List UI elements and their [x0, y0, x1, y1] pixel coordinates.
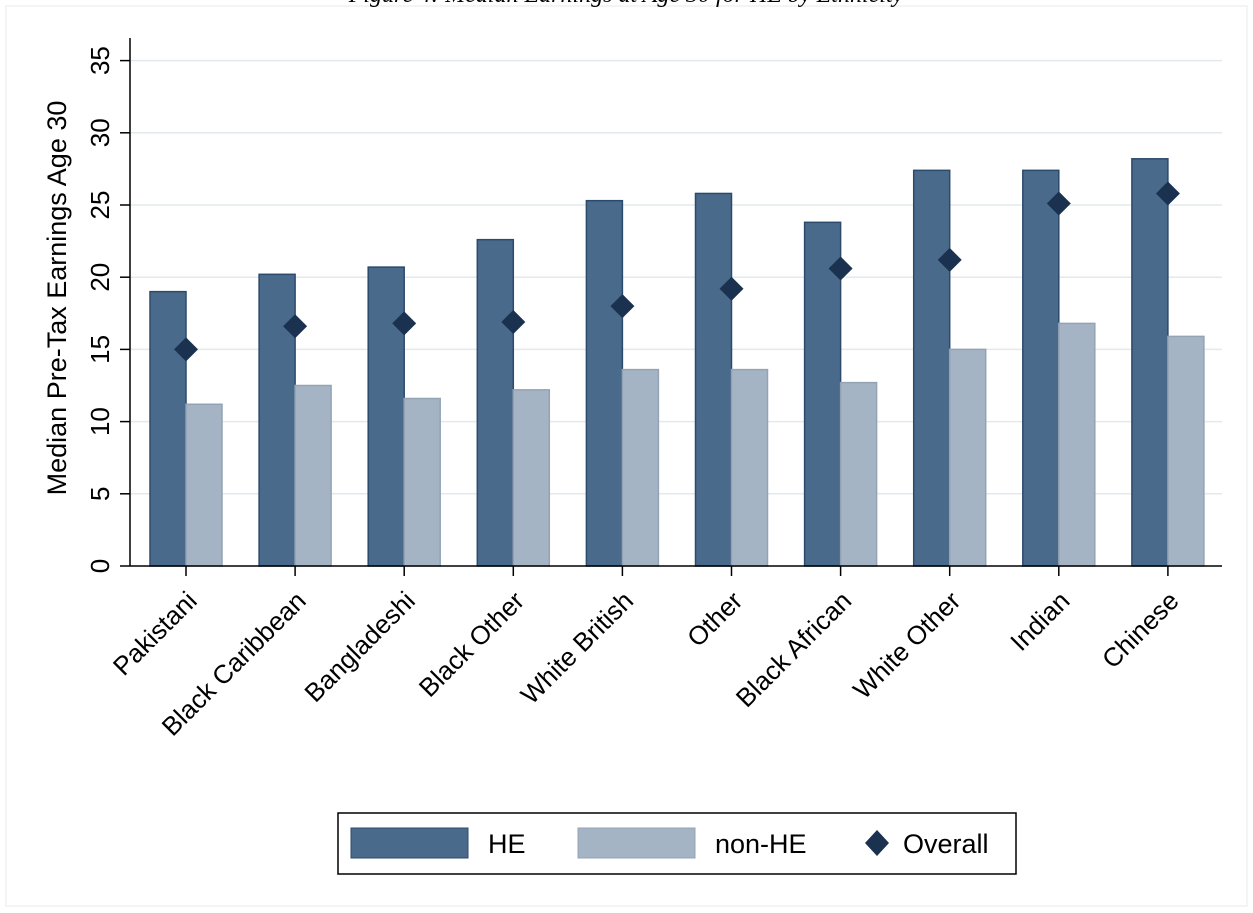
x-tick-label-bangladeshi: Bangladeshi — [298, 585, 420, 707]
x-tick-label-black-other: Black Other — [413, 585, 530, 702]
chart-frame — [5, 5, 1248, 907]
x-tick-label-white-other: White Other — [847, 585, 967, 705]
y-axis-title: Median Pre-Tax Earnings Age 30 — [42, 101, 72, 496]
marker-overall-bangladeshi — [392, 311, 417, 336]
y-tick-label-5: 5 — [85, 487, 115, 501]
markers-layer — [174, 181, 1180, 362]
bar-non-he-indian — [1058, 322, 1096, 567]
bar-non-he-black-caribbean — [294, 384, 332, 567]
marker-overall-white-other — [937, 247, 962, 272]
bar-non-he-white-british — [621, 368, 660, 567]
bar-he-other — [694, 192, 733, 567]
bar-non-he-pakistani — [185, 403, 223, 567]
bar-non-he-white-other — [948, 348, 987, 567]
bar-he-black-caribbean — [258, 273, 296, 567]
bar-he-indian — [1022, 169, 1060, 567]
legend-label-non-he: non-HE — [715, 829, 807, 859]
bar-he-pakistani — [149, 290, 187, 567]
x-tick-label-white-british: White British — [515, 585, 639, 709]
legend-swatch-non-he — [577, 827, 696, 859]
legend: HE non-HE Overall — [337, 812, 1017, 875]
x-tick-label-chinese: Chinese — [1096, 585, 1185, 674]
y-tick-label-25: 25 — [85, 191, 115, 220]
legend-swatch-he — [350, 827, 469, 859]
marker-overall-white-british — [610, 294, 635, 319]
bars-layer — [149, 158, 1205, 567]
chart-title: Figure 4: Median Earnings at Age 30 for … — [348, 0, 904, 8]
legend-label-overall: Overall — [903, 829, 989, 859]
marker-overall-other — [719, 276, 744, 301]
y-tick-label-15: 15 — [85, 335, 115, 364]
x-tick-label-pakistani: Pakistani — [107, 585, 203, 681]
marker-overall-chinese — [1155, 181, 1180, 206]
bar-non-he-black-other — [512, 389, 551, 567]
bar-he-white-british — [585, 199, 624, 567]
marker-overall-black-caribbean — [283, 314, 308, 339]
y-tick-label-10: 10 — [85, 407, 115, 436]
bar-non-he-bangladeshi — [403, 397, 441, 567]
y-tick-label-35: 35 — [85, 46, 115, 75]
bar-he-white-other — [912, 169, 951, 567]
y-tick-label-20: 20 — [85, 263, 115, 292]
x-tick-label-other: Other — [681, 585, 748, 652]
axes-layer — [129, 38, 1222, 567]
y-tick-label-0: 0 — [85, 559, 115, 573]
y-ticks: 0 5 10 15 20 25 30 35 — [85, 46, 130, 573]
marker-overall-indian — [1046, 191, 1071, 216]
legend-label-he: HE — [488, 829, 526, 859]
marker-overall-black-other — [501, 309, 526, 334]
x-tick-label-black-african: Black African — [730, 585, 857, 712]
bar-non-he-black-african — [839, 381, 878, 567]
x-tick-label-indian: Indian — [1004, 585, 1075, 656]
bar-he-bangladeshi — [367, 266, 405, 567]
bar-non-he-other — [730, 368, 769, 567]
marker-overall-pakistani — [174, 337, 198, 362]
bar-non-he-chinese — [1167, 335, 1205, 567]
bar-he-chinese — [1131, 158, 1169, 567]
legend-marker-overall — [865, 830, 889, 856]
bar-he-black-other — [476, 238, 515, 567]
y-tick-label-30: 30 — [85, 118, 115, 147]
marker-overall-black-african — [828, 256, 853, 281]
